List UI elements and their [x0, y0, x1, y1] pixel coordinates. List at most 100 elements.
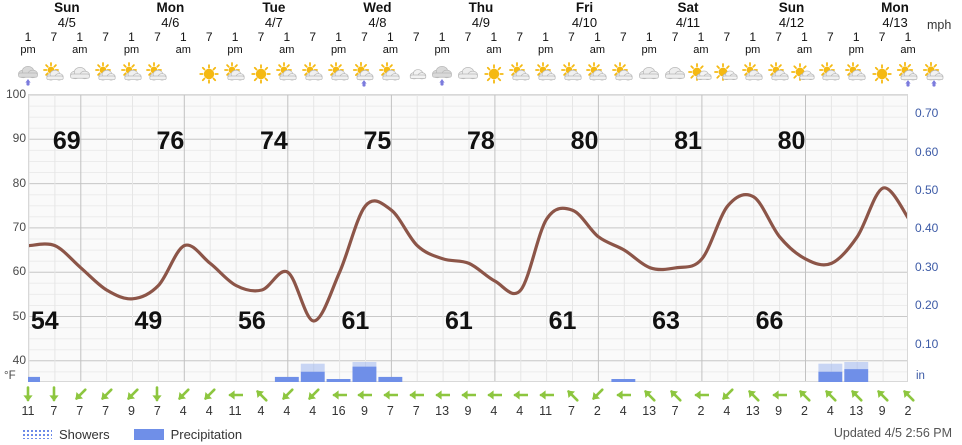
- hour-label: 7: [205, 30, 213, 44]
- wind-cell: 4: [609, 386, 637, 418]
- hour-label: 1 pm: [330, 30, 347, 57]
- clear-night-icon: [169, 61, 197, 87]
- wind-speed-value: 13: [642, 404, 657, 418]
- temperature-axis-unit: °F: [4, 370, 16, 382]
- wind-cell: 2: [687, 386, 715, 418]
- wind-cell: 7: [40, 386, 68, 418]
- hour-label: 1 am: [589, 30, 606, 57]
- partly-cloudy-night-icon: [402, 61, 430, 87]
- sunny-icon: [195, 61, 223, 87]
- wind-direction-sw-icon: [307, 388, 320, 400]
- wind-direction-w-icon: [383, 390, 399, 400]
- clear-night-icon: [946, 61, 962, 87]
- daily-high-value: 69: [52, 127, 81, 155]
- wind-speed-value: 2: [593, 404, 601, 418]
- temperature-tick: 50: [12, 308, 26, 323]
- wind-cell: 7: [402, 386, 430, 418]
- grid-vertical-lines: [29, 95, 884, 381]
- hour-label: 7: [464, 30, 472, 44]
- cloudy-icon: [635, 61, 663, 87]
- wind-speed-value: 4: [619, 404, 627, 418]
- temperature-tick: 80: [12, 175, 26, 190]
- hour-label: 1 am: [693, 30, 709, 57]
- partly-cloudy-day-icon: [376, 61, 404, 87]
- wind-direction-nw-icon: [644, 390, 656, 402]
- wind-direction-nw-icon: [670, 390, 682, 402]
- day-name: Tue: [262, 0, 286, 15]
- wind-row: 11 7 7 7 9 7 4 4: [0, 386, 962, 424]
- wind-cell: 11: [532, 386, 560, 418]
- hour-label: 1 pm: [641, 30, 657, 57]
- hour-label: 7: [412, 30, 420, 44]
- hour-label: 7: [154, 30, 161, 44]
- wind-direction-w-icon: [616, 390, 632, 400]
- wind-cell: 16: [325, 386, 353, 418]
- chart-svg: [29, 95, 907, 381]
- daily-high-value: 80: [570, 127, 599, 155]
- day-name: Sun: [54, 0, 80, 15]
- partly-cloudy-day-icon: [118, 61, 146, 87]
- temperature-tick: 60: [12, 264, 26, 279]
- hour-label: 1 pm: [123, 30, 140, 57]
- wind-direction-w-icon: [435, 390, 451, 400]
- wind-direction-nw-icon: [799, 390, 812, 402]
- day-name: Wed: [363, 0, 392, 15]
- cloudy-icon: [454, 61, 482, 87]
- partly-cloudy-day-icon: [299, 61, 327, 87]
- wind-speed-value: 4: [516, 404, 524, 418]
- hour-label: 7: [878, 30, 886, 44]
- precipitation-axis-unit: in: [916, 370, 925, 382]
- wind-direction-w-icon: [228, 390, 244, 400]
- daily-high-value: 80: [777, 127, 806, 155]
- partly-cloudy-day-icon: [221, 61, 249, 87]
- daily-low-value: 54: [30, 307, 59, 335]
- daily-low-value: 61: [548, 307, 577, 335]
- partly-cloudy-day-icon: [816, 61, 844, 87]
- hour-label: 7: [257, 30, 265, 44]
- wind-direction-w-icon: [358, 390, 373, 400]
- wind-direction-sw-icon: [721, 388, 734, 400]
- legend-item-precipitation: Precipitation: [133, 427, 242, 442]
- wind-cell: 4: [480, 386, 508, 418]
- precipitation-svg: [16, 358, 869, 382]
- hour-label: 1 am: [382, 30, 398, 57]
- hour-label: 1 pm: [745, 30, 761, 57]
- daily-low-value: 61: [445, 307, 473, 335]
- wind-cell: 13: [842, 386, 870, 418]
- wind-unit-label: mph: [927, 18, 952, 32]
- partly-cloudy-day-icon: [532, 61, 560, 87]
- wind-speed-value: 11: [228, 404, 242, 418]
- hour-label: 7: [827, 30, 834, 44]
- wind-speed-value: 13: [745, 404, 760, 418]
- updated-timestamp: Updated 4/5 2:56 PM: [833, 426, 952, 440]
- hour-label: 7: [361, 30, 368, 44]
- daily-low-value: 66: [755, 307, 784, 335]
- wind-cell: 11: [14, 386, 42, 418]
- wind-direction-sw-icon: [74, 388, 87, 400]
- wind-speed-value: 2: [904, 404, 912, 418]
- partly-cloudy-day-icon: [739, 61, 767, 87]
- hour-label: 1 pm: [434, 30, 450, 57]
- precipitation-strip: [16, 358, 908, 382]
- precipitation-tick: 0.70: [915, 106, 939, 121]
- wind-direction-sw-icon: [592, 388, 605, 400]
- sunny-cloud-icon: [790, 61, 818, 87]
- hour-label: 7: [516, 30, 524, 44]
- wind-cell: 11: [221, 386, 249, 418]
- wind-speed-value: 7: [50, 404, 58, 418]
- wind-speed-value: 4: [283, 404, 291, 418]
- temperature-tick: 40: [12, 352, 26, 367]
- wind-speed-value: 7: [671, 404, 679, 418]
- chart-plot-area: [28, 94, 908, 382]
- wind-direction-w-icon: [332, 390, 347, 400]
- wind-cell: 13: [635, 386, 663, 418]
- wind-cell: 9: [118, 386, 146, 418]
- hour-label: 1 pm: [20, 30, 36, 57]
- cloudy-icon: [66, 61, 94, 87]
- hour-label: 1 am: [900, 30, 916, 57]
- hour-label: 1 pm: [848, 30, 864, 57]
- wind-speed-value: 7: [412, 404, 420, 418]
- partly-cloudy-day-icon: [506, 61, 534, 87]
- wind-cell: 13: [739, 386, 767, 418]
- wind-direction-w-icon: [694, 390, 709, 400]
